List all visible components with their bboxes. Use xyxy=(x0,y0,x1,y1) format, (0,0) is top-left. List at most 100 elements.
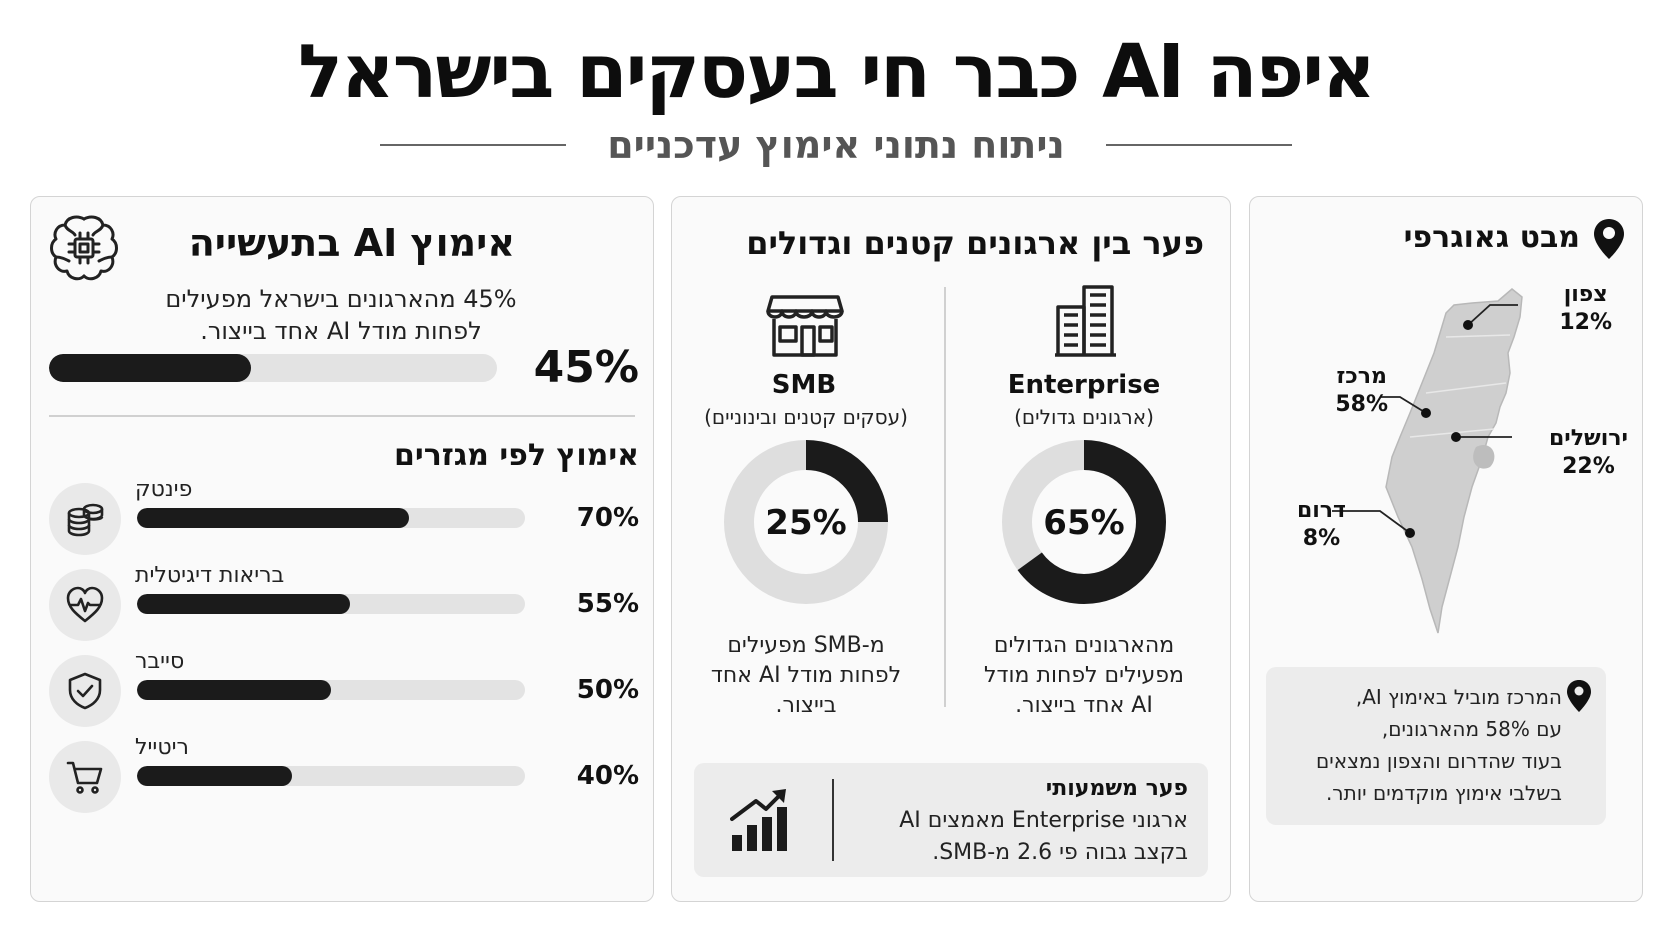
location-pin-icon xyxy=(1592,217,1626,261)
sector-value: 55% xyxy=(576,589,639,619)
overall-adoption-bar-fill xyxy=(49,354,251,382)
gap-title: פער בין ארגונים קטנים וגדולים xyxy=(746,224,1204,262)
store-icon xyxy=(766,293,844,359)
smb-description: מ-SMB מפעילים לפחות מודל AI אחד בייצור. xyxy=(692,631,920,721)
sector-bar xyxy=(137,594,525,614)
sector-bar xyxy=(137,508,525,528)
gap-column-divider xyxy=(944,287,946,707)
enterprise-donut-arc xyxy=(1002,440,1166,604)
geo-region-dot xyxy=(1451,432,1461,442)
map-jerusalem-area xyxy=(1473,445,1495,469)
geo-note-text: המרכז מוביל באימוץ AI, עם 58% מהארגונים,… xyxy=(1272,681,1562,809)
sector-name: פינטק xyxy=(135,477,193,502)
sector-bar xyxy=(137,680,525,700)
smb-donut-label: 25% xyxy=(765,503,846,543)
geo-region-value: 12% xyxy=(1559,310,1612,335)
geo-title: מבט גאוגרפי xyxy=(1403,220,1580,255)
sector-bar-fill xyxy=(137,508,409,528)
shopping-cart-icon xyxy=(49,741,121,813)
smb-donut-arc xyxy=(724,440,888,604)
geo-region-name: צפון xyxy=(1563,282,1608,307)
overall-adoption-bar xyxy=(49,354,497,382)
geo-leader-line xyxy=(1467,304,1518,326)
geo-region-name: ירושלים xyxy=(1548,426,1628,451)
gap-panel: פער בין ארגונים קטנים וגדולים SMB (עסקים… xyxy=(671,196,1231,902)
geo-leader-lines xyxy=(1332,304,1518,538)
office-building-icon xyxy=(1054,283,1118,359)
map-region-borders xyxy=(1409,334,1511,438)
shield-check-icon xyxy=(49,655,121,727)
enterprise-description-line: מפעילים לפחות מודל xyxy=(984,663,1184,688)
geo-region-dot xyxy=(1463,320,1473,330)
sector-name: ריטייל xyxy=(135,735,189,760)
geo-note-line: עם 58% מהארגונים, xyxy=(1381,717,1562,741)
sector-value: 50% xyxy=(576,675,639,705)
sector-name: בריאות דיגיטלית xyxy=(135,563,285,588)
gap-note-text: פער משמעותי ארגוני Enterprise מאמצים AI … xyxy=(848,773,1188,869)
enterprise-description-line: מהארגונים הגדולים xyxy=(993,633,1175,658)
adoption-description-line1: 45% מהארגונים בישראל מפעילים xyxy=(165,285,517,313)
subtitle: ניתוח נתוני אימוץ עדכניים xyxy=(607,123,1065,167)
geo-region-label: ירושלים 22% xyxy=(1549,425,1628,481)
adoption-description-line2: לפחות מודל AI אחד בייצור. xyxy=(200,317,482,345)
geo-note-line: המרכז מוביל באימוץ AI, xyxy=(1355,685,1562,709)
smb-description-line: לפחות מודל AI אחד xyxy=(710,663,902,688)
sector-bar xyxy=(137,766,525,786)
subtitle-divider-right xyxy=(1106,144,1292,146)
enterprise-name: Enterprise xyxy=(1007,370,1161,400)
geo-region-label: מרכז 58% xyxy=(1335,363,1388,419)
enterprise-description: מהארגונים הגדולים מפעילים לפחות מודל AI … xyxy=(970,631,1198,721)
geo-note-box: המרכז מוביל באימוץ AI, עם 58% מהארגונים,… xyxy=(1266,667,1606,825)
enterprise-donut: 65% xyxy=(1002,440,1166,604)
gap-note-box: פער משמעותי ארגוני Enterprise מאמצים AI … xyxy=(694,763,1208,877)
geo-region-dot xyxy=(1405,528,1415,538)
subtitle-row: ניתוח נתוני אימוץ עדכניים xyxy=(0,120,1672,170)
adoption-panel: אימוץ AI בתעשייה 45% מהארגונים בישראל מפ… xyxy=(30,196,654,902)
subtitle-divider-left xyxy=(380,144,566,146)
geo-region-value: 22% xyxy=(1562,454,1615,479)
smb-donut: 25% xyxy=(724,440,888,604)
geo-region-value: 8% xyxy=(1302,526,1341,551)
geo-region-name: מרכז xyxy=(1336,364,1387,389)
gap-note-line1: ארגוני Enterprise מאמצים AI xyxy=(899,808,1188,833)
smb-description-line: מ-SMB מפעילים xyxy=(727,633,885,658)
geo-region-label: צפון 12% xyxy=(1559,281,1612,337)
heartbeat-icon xyxy=(49,569,121,641)
coins-icon xyxy=(49,483,121,555)
geo-region-name: דרום xyxy=(1296,498,1346,523)
geo-region-value: 58% xyxy=(1335,392,1388,417)
israel-map xyxy=(1385,288,1523,634)
adoption-title: אימוץ AI בתעשייה xyxy=(188,221,515,265)
geo-panel: מבט גאוגרפי צפון 12% מרכז 58% ירושלים 22% דרום… xyxy=(1249,196,1643,902)
sectors-title: אימוץ לפי מגזרים xyxy=(393,438,639,473)
geo-leader-line xyxy=(1332,510,1411,534)
geo-region-dot xyxy=(1421,408,1431,418)
smb-subtitle: (עסקים קטנים ובינוניים) xyxy=(704,405,908,429)
sector-value: 70% xyxy=(576,503,639,533)
adoption-divider xyxy=(49,415,635,417)
sector-value: 40% xyxy=(576,761,639,791)
sector-bar-fill xyxy=(137,766,293,786)
gap-note-line2: בקצב גבוה פי 2.6 מ-SMB. xyxy=(932,840,1188,865)
geo-note-line: בשלבי אימוץ מוקדמים יותר. xyxy=(1325,781,1562,805)
gap-note-title: פער משמעותי xyxy=(1045,776,1188,801)
smb-description-line: בייצור. xyxy=(775,693,837,718)
map-shape xyxy=(1385,288,1523,634)
note-divider xyxy=(832,779,834,861)
geo-leader-line xyxy=(1380,396,1427,414)
growth-chart-icon xyxy=(730,785,792,853)
geo-note-line: בעוד שהדרום והצפון נמצאים xyxy=(1315,749,1562,773)
sector-bar-fill xyxy=(137,680,331,700)
location-pin-icon xyxy=(1566,679,1592,713)
main-title: איפה AI כבר חי בעסקים בישראל xyxy=(298,29,1376,115)
sector-name: סייבר xyxy=(135,649,185,674)
adoption-description: 45% מהארגונים בישראל מפעילים לפחות מודל … xyxy=(131,283,551,347)
enterprise-description-line: AI אחד בייצור. xyxy=(1015,693,1153,718)
brain-chip-icon xyxy=(47,211,121,285)
enterprise-subtitle: (ארגונים גדולים) xyxy=(1014,405,1154,429)
sector-bar-fill xyxy=(137,594,351,614)
overall-adoption-value: 45% xyxy=(533,342,639,393)
enterprise-donut-label: 65% xyxy=(1043,503,1124,543)
smb-name: SMB xyxy=(771,370,837,400)
geo-region-label: דרום 8% xyxy=(1297,497,1346,553)
